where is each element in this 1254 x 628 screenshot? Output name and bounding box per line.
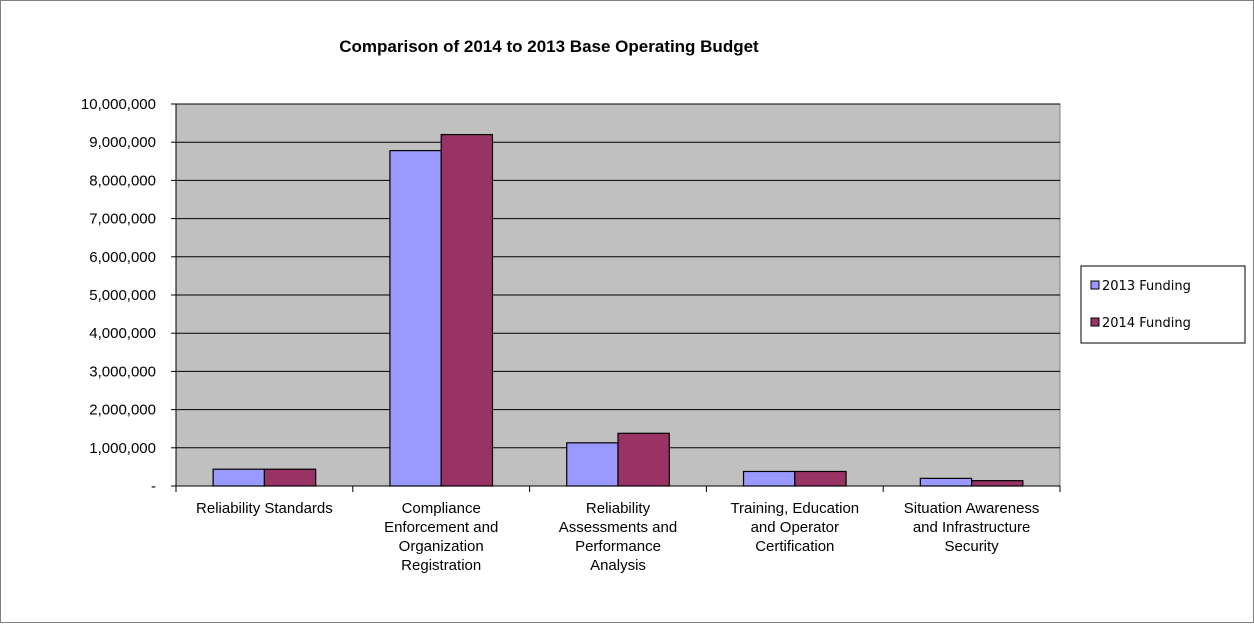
x-category-label-line: Situation Awareness bbox=[904, 500, 1040, 517]
gridlines bbox=[176, 103, 1060, 449]
legend-box bbox=[1080, 265, 1246, 344]
x-category-label-line: Security bbox=[945, 538, 1000, 555]
y-tick-label: 3,000,000 bbox=[89, 363, 156, 380]
legend: 2013 Funding 2014 Funding bbox=[1080, 265, 1246, 344]
x-category-label-line: Assessments and bbox=[559, 519, 677, 536]
y-tick-label: 4,000,000 bbox=[89, 325, 156, 342]
bars bbox=[212, 133, 1024, 487]
x-category-label: Training, Education and Operator Certifica… bbox=[730, 500, 859, 555]
y-tick-label: - bbox=[151, 478, 156, 495]
x-category-label-line: Performance bbox=[575, 538, 661, 555]
y-tick-label: 8,000,000 bbox=[89, 172, 156, 189]
bar bbox=[617, 432, 670, 487]
bar bbox=[440, 133, 494, 487]
legend-label-2013: 2013 Funding bbox=[1102, 279, 1191, 294]
x-axis: Reliability Standards Compliance Enforceme… bbox=[175, 485, 1061, 574]
legend-swatch-2013 bbox=[1090, 280, 1100, 290]
x-category-label-line: Enforcement and bbox=[384, 519, 498, 536]
y-tick-label: 1,000,000 bbox=[89, 440, 156, 457]
bar bbox=[389, 150, 442, 487]
x-category-label-line: Reliability Standards bbox=[196, 500, 333, 517]
y-tick-label: 6,000,000 bbox=[89, 249, 156, 266]
x-category-label: Reliability Assessments and Performance Ana… bbox=[559, 500, 677, 574]
x-category-label-line: Registration bbox=[401, 557, 481, 574]
x-category-label-line: Training, Education bbox=[730, 500, 859, 517]
bar bbox=[919, 477, 973, 487]
x-category-label-line: Compliance bbox=[402, 500, 481, 517]
y-tick-label: 10,000,000 bbox=[81, 96, 156, 113]
x-category-label-line: Analysis bbox=[590, 557, 646, 574]
x-category-label-line: Certification bbox=[755, 538, 834, 555]
y-axis: - 1,000,000 2,000,000 3,000,000 4,000,000 5,0… bbox=[81, 96, 177, 495]
x-category-label: Compliance Enforcement and Organization Reg… bbox=[384, 500, 498, 574]
y-tick-label: 2,000,000 bbox=[89, 402, 156, 419]
y-tick-label: 5,000,000 bbox=[89, 287, 156, 304]
bar bbox=[212, 468, 266, 487]
bar bbox=[970, 480, 1024, 487]
x-category-label-line: Reliability bbox=[586, 500, 651, 517]
legend-swatch-2014 bbox=[1090, 317, 1100, 327]
y-tick-label: 7,000,000 bbox=[89, 211, 156, 228]
x-category-label-line: and Infrastructure bbox=[913, 519, 1031, 536]
x-category-label: Reliability Standards bbox=[196, 500, 333, 517]
legend-label-2014: 2014 Funding bbox=[1102, 316, 1191, 331]
x-category-label-line: and Operator bbox=[751, 519, 839, 536]
y-tick-label: 9,000,000 bbox=[89, 134, 156, 151]
bar bbox=[742, 470, 796, 487]
bar bbox=[794, 470, 847, 487]
x-category-label: Situation Awareness and Infrastructure Sec… bbox=[904, 500, 1040, 555]
bar bbox=[263, 468, 317, 487]
bar bbox=[566, 442, 619, 487]
x-category-label-line: Organization bbox=[399, 538, 484, 555]
chart-title: Comparison of 2014 to 2013 Base Operatin… bbox=[339, 37, 759, 56]
